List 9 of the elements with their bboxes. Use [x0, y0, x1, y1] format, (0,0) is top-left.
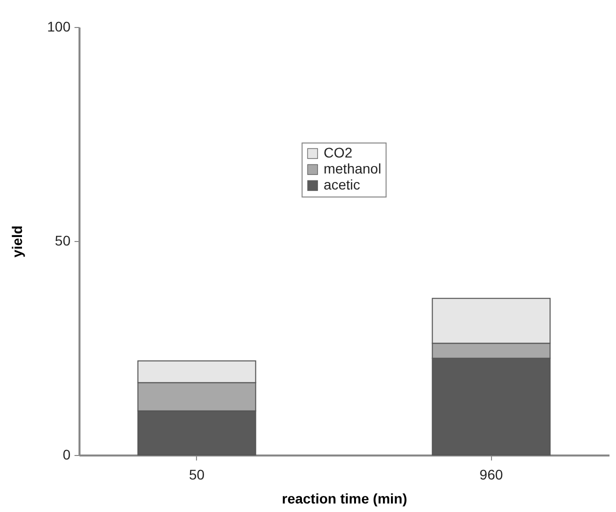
y-tick-label: 50	[54, 232, 71, 248]
x-axis-title: reaction time (min)	[282, 490, 408, 506]
y-tick-label: 100	[47, 18, 71, 34]
y-tick-label: 0	[62, 446, 71, 462]
legend-label: methanol	[324, 160, 382, 177]
x-tick-label: 960	[480, 466, 504, 482]
legend-label: CO2	[324, 144, 353, 161]
legend-label: acetic	[324, 176, 360, 193]
y-axis-title: yield	[9, 226, 26, 258]
